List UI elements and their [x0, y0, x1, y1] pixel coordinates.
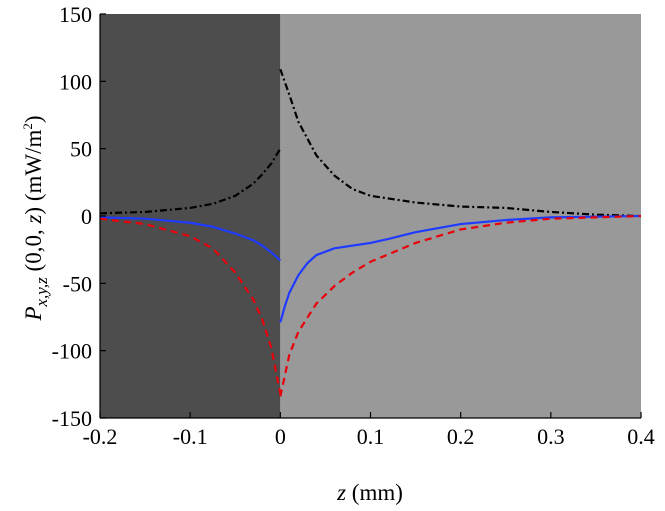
background-regions: [100, 14, 641, 418]
series-line-0: [99, 68, 642, 218]
y-label-sub: x,y,z: [32, 277, 51, 308]
x-ticks: -0.2 -0.1 0 0.1 0.2 0.3 0.4: [83, 412, 655, 449]
y-tick-label: -50: [63, 271, 92, 296]
x-tick-label: 0.2: [447, 424, 475, 449]
x-axis-label: z (mm): [336, 480, 403, 505]
background-region-0: [100, 14, 281, 418]
x-tick-label: 0.3: [537, 424, 565, 449]
y-label-unit: ) (mW/m: [21, 130, 46, 215]
x-tick-label: -0.2: [83, 424, 118, 449]
series-group: [99, 68, 642, 397]
x-tick-label: -0.1: [173, 424, 208, 449]
y-tick-label: -100: [52, 339, 92, 364]
x-axis-var: z: [336, 480, 346, 505]
y-axis-label: Px,y,z (0,0, z) (mW/m2): [20, 115, 51, 321]
series-line-2: [99, 214, 642, 397]
y-label-sup: 2: [20, 123, 35, 130]
x-axis-unit: (mm): [346, 480, 403, 505]
y-label-args: (0,0,: [21, 224, 46, 278]
y-tick-label: 0: [81, 204, 92, 229]
x-tick-label: 0: [275, 424, 286, 449]
y-tick-label: 150: [59, 2, 92, 27]
y-tick-label: 50: [70, 137, 92, 162]
y-ticks: -150 -100 -50 0 50 100 150: [52, 2, 106, 431]
y-tick-label: -150: [52, 406, 92, 431]
y-label-argvar: z: [21, 215, 46, 225]
x-tick-label: 0.1: [357, 424, 385, 449]
y-label-close: ): [21, 115, 46, 123]
series-line-1: [99, 214, 642, 323]
x-tick-label: 0.4: [627, 424, 655, 449]
y-tick-label: 100: [59, 69, 92, 94]
y-label-prefix: P: [21, 306, 46, 321]
